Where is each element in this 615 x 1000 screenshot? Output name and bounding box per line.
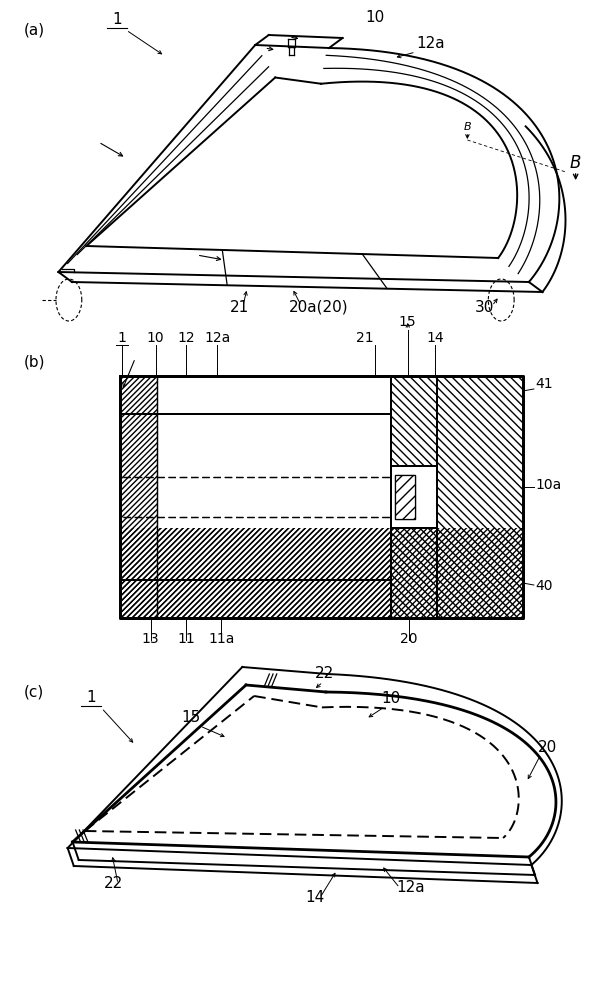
Text: 14: 14 xyxy=(426,331,443,345)
Text: 20: 20 xyxy=(400,632,418,646)
Text: 30: 30 xyxy=(475,300,494,315)
Text: 13: 13 xyxy=(142,632,159,646)
Text: 10: 10 xyxy=(147,331,164,345)
Text: (c): (c) xyxy=(23,684,44,700)
Text: B: B xyxy=(570,154,581,172)
Text: 1: 1 xyxy=(86,690,96,705)
Bar xyxy=(120,528,523,618)
Text: B: B xyxy=(464,122,471,132)
Text: (b): (b) xyxy=(23,355,45,369)
Bar xyxy=(395,475,415,519)
Text: 10: 10 xyxy=(381,691,401,706)
Text: 10: 10 xyxy=(365,10,385,25)
Bar xyxy=(395,475,415,519)
Text: 12: 12 xyxy=(178,331,195,345)
Bar xyxy=(395,475,415,519)
Text: 14: 14 xyxy=(305,890,325,905)
Text: 21: 21 xyxy=(356,331,373,345)
Text: 15: 15 xyxy=(399,315,416,329)
Text: 41: 41 xyxy=(535,377,553,391)
Text: (a): (a) xyxy=(23,22,44,37)
Text: 40: 40 xyxy=(535,579,552,593)
Text: 11a: 11a xyxy=(208,632,234,646)
Bar xyxy=(395,475,415,519)
Text: 1: 1 xyxy=(112,12,122,27)
Text: 22: 22 xyxy=(104,876,124,891)
Text: 15: 15 xyxy=(181,710,200,725)
Text: 1: 1 xyxy=(117,331,126,345)
Bar xyxy=(391,528,437,618)
Bar xyxy=(391,376,437,466)
Text: 20a(20): 20a(20) xyxy=(289,300,348,315)
Text: 20: 20 xyxy=(538,740,557,755)
Bar xyxy=(120,376,157,618)
Text: 12a: 12a xyxy=(416,36,445,51)
Text: 12a: 12a xyxy=(397,880,425,895)
Bar xyxy=(157,528,391,618)
Text: 22: 22 xyxy=(315,666,335,681)
Text: 21: 21 xyxy=(230,300,250,315)
Text: 12a: 12a xyxy=(204,331,230,345)
Bar xyxy=(437,376,523,618)
Text: 10a: 10a xyxy=(535,478,561,492)
Text: 11: 11 xyxy=(178,632,195,646)
